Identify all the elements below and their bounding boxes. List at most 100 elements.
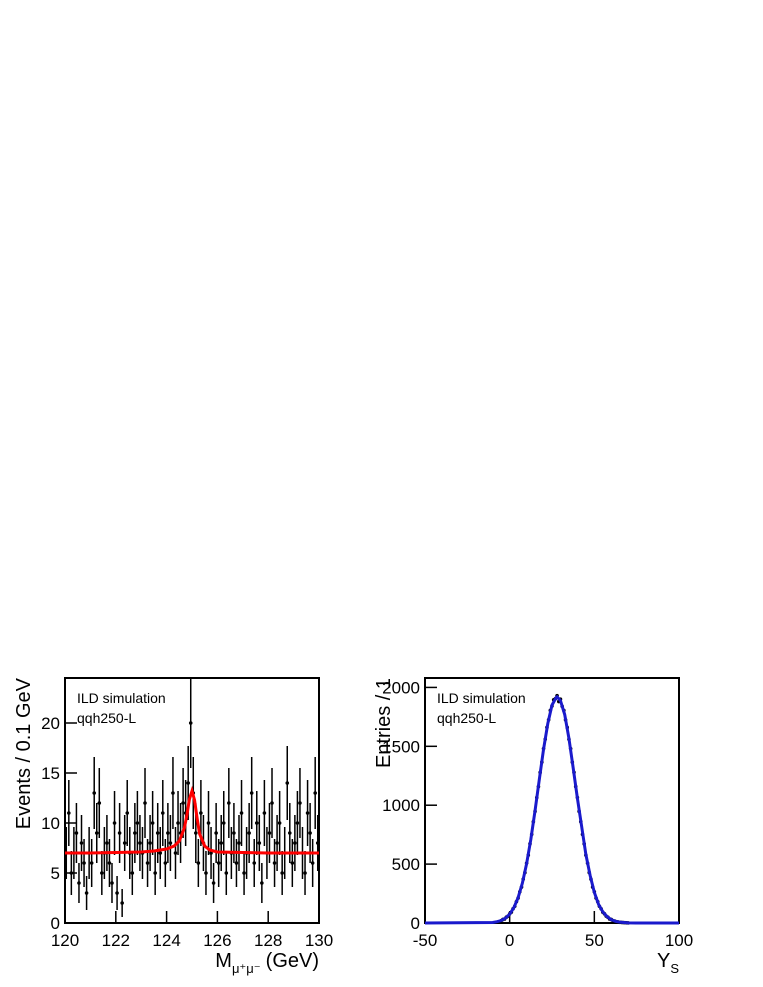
data-point bbox=[143, 801, 147, 805]
data-point bbox=[122, 841, 127, 845]
data-point bbox=[249, 791, 254, 795]
y-tick-label: 5 bbox=[51, 864, 60, 883]
annotation: qqh250-L bbox=[437, 710, 496, 726]
data-point bbox=[267, 831, 272, 835]
data-point bbox=[97, 801, 102, 805]
y-tick-label: 1000 bbox=[382, 796, 420, 815]
data-point bbox=[206, 821, 211, 825]
data-point bbox=[94, 831, 99, 835]
data-point bbox=[247, 831, 251, 835]
data-point bbox=[74, 831, 79, 835]
y-tick-label: 1500 bbox=[382, 737, 420, 756]
data-point bbox=[181, 801, 185, 805]
x-tick-label: 130 bbox=[305, 931, 333, 950]
x-tick-label: -50 bbox=[413, 931, 438, 950]
data-point bbox=[234, 861, 239, 865]
data-point bbox=[214, 831, 218, 835]
annotation: ILD simulation bbox=[77, 690, 166, 706]
data-point bbox=[155, 831, 160, 835]
data-point bbox=[79, 841, 84, 845]
data-point bbox=[287, 831, 292, 835]
data-point bbox=[285, 781, 290, 785]
data-point bbox=[158, 851, 163, 855]
y-tick-label: 0 bbox=[411, 914, 420, 933]
data-point bbox=[77, 881, 81, 885]
data-point bbox=[92, 791, 97, 795]
data-point bbox=[150, 821, 155, 825]
data-point bbox=[176, 821, 180, 825]
y-tick-label: 10 bbox=[41, 814, 60, 833]
fit-curve bbox=[65, 785, 319, 855]
data-point bbox=[115, 891, 119, 895]
data-point bbox=[130, 871, 135, 875]
data-point bbox=[242, 871, 246, 875]
x-tick-label: 122 bbox=[102, 931, 130, 950]
y-tick-label: 20 bbox=[41, 714, 60, 733]
x-axis-label: YS bbox=[657, 950, 679, 976]
y-axis-label: Events / 0.1 GeV bbox=[13, 677, 35, 829]
data-point bbox=[237, 841, 241, 845]
data-point bbox=[313, 791, 317, 795]
x-axis-label-main: M bbox=[215, 950, 232, 972]
data-point bbox=[298, 801, 302, 805]
y-tick-label: 0 bbox=[51, 914, 60, 933]
plot-frame bbox=[424, 677, 680, 924]
data-point bbox=[254, 821, 259, 825]
x-tick-label: 124 bbox=[152, 931, 180, 950]
x-axis-label-unit: (GeV) bbox=[266, 950, 319, 972]
data-point bbox=[105, 841, 109, 845]
data-point bbox=[204, 871, 208, 875]
data-point bbox=[219, 841, 224, 845]
data-point bbox=[211, 881, 216, 885]
data-point bbox=[275, 841, 279, 845]
data-point bbox=[308, 831, 312, 835]
data-point bbox=[145, 861, 150, 865]
data-point bbox=[168, 841, 173, 845]
data-point bbox=[148, 841, 152, 845]
y-tick-label: 2000 bbox=[382, 678, 420, 697]
data-point bbox=[310, 861, 315, 865]
x-tick-label: 126 bbox=[203, 931, 231, 950]
data-point bbox=[227, 801, 231, 805]
y-tick-label: 15 bbox=[41, 764, 60, 783]
data-point bbox=[125, 811, 130, 815]
data-point bbox=[305, 811, 310, 815]
data-point bbox=[194, 831, 198, 835]
data-point bbox=[295, 821, 300, 825]
data-point bbox=[290, 861, 295, 865]
data-point bbox=[67, 811, 71, 815]
data-point bbox=[133, 831, 137, 835]
annotation: qqh250-L bbox=[77, 710, 136, 726]
data-point bbox=[100, 871, 104, 875]
data-point bbox=[186, 781, 190, 785]
plot-frame bbox=[64, 677, 320, 924]
data-point bbox=[280, 871, 284, 875]
plot: 120 122 124 126 128 130 0 5 10 15 20 ILD simulation… bbox=[13, 677, 333, 976]
x-tick-label: 50 bbox=[585, 931, 604, 950]
x-tick-label: 0 bbox=[505, 931, 514, 950]
data-point bbox=[260, 881, 264, 885]
data-point bbox=[69, 871, 74, 875]
data-point bbox=[112, 821, 117, 825]
data-point bbox=[199, 811, 203, 815]
data-point bbox=[110, 881, 114, 885]
data-point bbox=[188, 721, 193, 725]
data-point bbox=[84, 891, 89, 895]
data-point bbox=[196, 861, 201, 865]
data-point bbox=[232, 831, 236, 835]
data-point bbox=[138, 841, 142, 845]
data-point bbox=[107, 861, 112, 865]
data-point bbox=[120, 901, 124, 905]
data-point bbox=[160, 811, 165, 815]
data-point bbox=[315, 841, 320, 845]
fit-curve bbox=[424, 694, 679, 925]
data-point bbox=[153, 871, 157, 875]
data-point bbox=[224, 871, 229, 875]
x-tick-label: 100 bbox=[665, 931, 693, 950]
y-tick-label: 500 bbox=[392, 855, 420, 874]
x-axis-label-main: Y bbox=[657, 950, 670, 972]
data-point bbox=[257, 841, 262, 845]
x-axis-label-sub: μ⁺μ⁻ bbox=[232, 961, 261, 976]
